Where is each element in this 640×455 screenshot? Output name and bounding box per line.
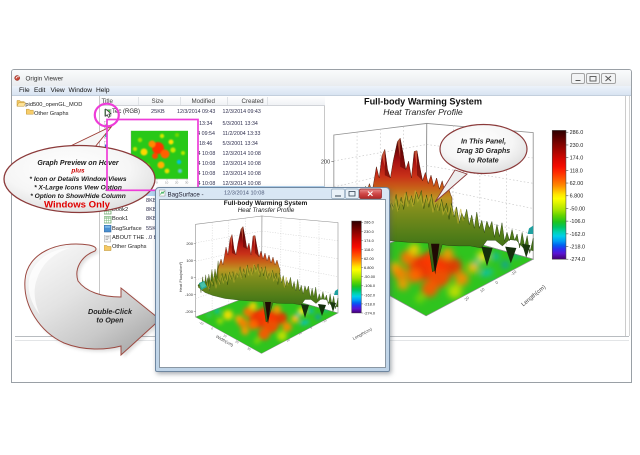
svg-text:pid500_openGL_MOD: pid500_openGL_MOD	[25, 102, 82, 108]
svg-text:10: 10	[479, 286, 486, 293]
svg-text:200: 200	[321, 160, 330, 166]
svg-text:0: 0	[191, 275, 194, 280]
svg-text:Length(cm): Length(cm)	[352, 326, 374, 341]
svg-text:0: 0	[156, 181, 158, 185]
svg-text:12/3/2014 10:08: 12/3/2014 10:08	[224, 191, 264, 197]
svg-text:20: 20	[175, 181, 179, 185]
svg-text:20: 20	[235, 339, 240, 344]
svg-text:Other Graphs: Other Graphs	[34, 111, 69, 117]
svg-text:200: 200	[186, 241, 193, 246]
svg-text:20: 20	[463, 295, 470, 302]
svg-text:Heat Flux(w/cm²): Heat Flux(w/cm²)	[178, 261, 183, 292]
svg-text:Windows Only: Windows Only	[44, 200, 111, 211]
svg-text:20: 20	[286, 338, 291, 343]
svg-text:Full-body Warming System: Full-body Warming System	[364, 97, 482, 107]
svg-text:Heat Transfer Profile: Heat Transfer Profile	[238, 207, 295, 214]
svg-text:10: 10	[298, 331, 303, 336]
svg-text:100: 100	[186, 258, 193, 263]
svg-text:0: 0	[310, 325, 314, 329]
svg-text:to Rotate: to Rotate	[468, 158, 498, 165]
svg-text:10: 10	[223, 333, 228, 338]
svg-text:Full-body Warming System: Full-body Warming System	[224, 200, 308, 207]
svg-text:-100: -100	[185, 292, 194, 297]
svg-text:to Open: to Open	[96, 316, 124, 325]
svg-text:-10: -10	[199, 320, 205, 326]
svg-text:plus: plus	[70, 168, 85, 175]
svg-text:0: 0	[494, 279, 500, 285]
svg-text:Origin Viewer: Origin Viewer	[26, 76, 64, 83]
svg-text:-200: -200	[185, 309, 194, 314]
svg-text:* Option to Show/Hide Column: * Option to Show/Hide Column	[30, 193, 126, 200]
svg-text:Graph Preview on Hover: Graph Preview on Hover	[37, 160, 120, 167]
svg-text:30: 30	[247, 346, 252, 351]
svg-text:-10: -10	[510, 269, 518, 277]
svg-text:BagSurface -: BagSurface -	[168, 191, 204, 198]
svg-text:-10: -10	[322, 318, 328, 324]
svg-text:30: 30	[185, 181, 189, 185]
svg-text:* X-Large Icons View Option: * X-Large Icons View Option	[34, 185, 122, 192]
svg-text:Heat Transfer Profile: Heat Transfer Profile	[383, 107, 463, 117]
svg-text:Double-Click: Double-Click	[88, 307, 133, 316]
svg-text:Drag 3D Graphs: Drag 3D Graphs	[457, 148, 510, 155]
svg-text:10: 10	[165, 181, 169, 185]
svg-text:Length(cm): Length(cm)	[521, 284, 548, 308]
svg-text:In This Panel,: In This Panel,	[461, 139, 506, 146]
svg-text:0: 0	[211, 326, 215, 330]
svg-text:* Icon or Details Window Views: * Icon or Details Window Views	[29, 176, 126, 183]
